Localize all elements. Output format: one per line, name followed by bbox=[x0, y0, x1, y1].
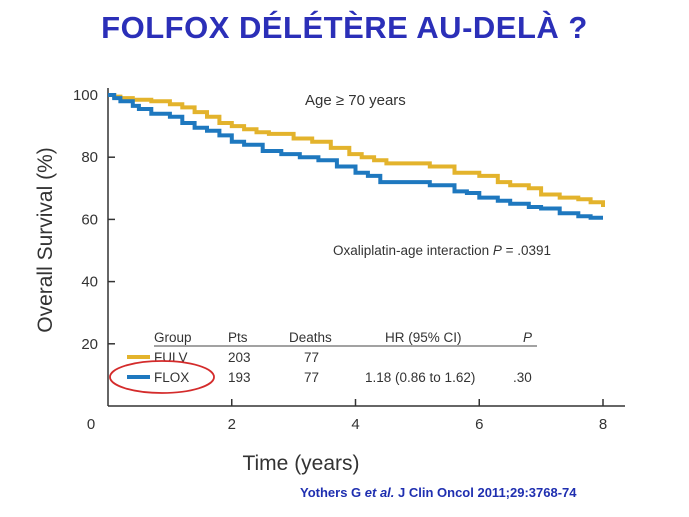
chart-axes bbox=[107, 88, 625, 407]
table-header-hr: HR (95% CI) bbox=[385, 330, 462, 345]
x-axis-label: Time (years) bbox=[242, 452, 359, 475]
annotation-text-pre: Oxaliplatin-age interaction bbox=[333, 243, 493, 258]
x-tick-label: 2 bbox=[228, 416, 236, 433]
x-tick-label: 0 bbox=[87, 416, 95, 433]
x-tick-label: 4 bbox=[351, 416, 359, 433]
tick-label-group: 0 2 4 6 8 20 40 60 80 100 bbox=[73, 87, 607, 433]
y-tick-label: 100 bbox=[73, 87, 98, 104]
citation-et-al: et al. bbox=[364, 485, 395, 500]
x-tick-label: 8 bbox=[599, 416, 607, 433]
y-axis-label: Overall Survival (%) bbox=[34, 147, 57, 333]
series-line-flox bbox=[108, 93, 603, 220]
table-header-group: Group bbox=[154, 330, 192, 345]
interaction-annotation: Oxaliplatin-age interaction P = .0391 bbox=[333, 243, 551, 258]
citation: Yothers G et al. J Clin Oncol 2011;29:37… bbox=[300, 485, 577, 500]
y-tick-label: 80 bbox=[81, 149, 98, 166]
table-row-flox-deaths: 77 bbox=[304, 370, 319, 385]
table-header-p: P bbox=[523, 330, 532, 345]
citation-journal: J Clin Oncol 2011;29:3768-74 bbox=[394, 485, 577, 500]
table-row-fulv-pts: 203 bbox=[228, 350, 251, 365]
citation-authors: Yothers G bbox=[300, 485, 365, 500]
annotation-text-post: = .0391 bbox=[502, 243, 551, 258]
slide-title: FOLFOX DÉLÉTÈRE AU-DELÀ ? bbox=[101, 10, 588, 45]
series-group bbox=[108, 93, 605, 220]
table-header-deaths: Deaths bbox=[289, 330, 332, 345]
y-tick-label: 60 bbox=[81, 211, 98, 228]
flox-highlight-circle bbox=[109, 360, 215, 394]
table-header-pts: Pts bbox=[228, 330, 248, 345]
x-tick-label: 6 bbox=[475, 416, 483, 433]
table-row-flox-hr: 1.18 (0.86 to 1.62) bbox=[365, 370, 475, 385]
y-tick-label: 40 bbox=[81, 274, 98, 291]
y-tick-label: 20 bbox=[81, 336, 98, 353]
series-line-fulv bbox=[108, 93, 605, 207]
legend-table: Group Pts Deaths HR (95% CI) P FULV 203 … bbox=[109, 330, 537, 394]
table-row-fulv-deaths: 77 bbox=[304, 350, 319, 365]
table-row-flox-group: FLOX bbox=[154, 370, 189, 385]
chart-subtitle: Age ≥ 70 years bbox=[305, 92, 406, 109]
table-row-flox-pts: 193 bbox=[228, 370, 251, 385]
table-row-flox-p: .30 bbox=[513, 370, 532, 385]
annotation-p-label: P bbox=[493, 243, 502, 258]
